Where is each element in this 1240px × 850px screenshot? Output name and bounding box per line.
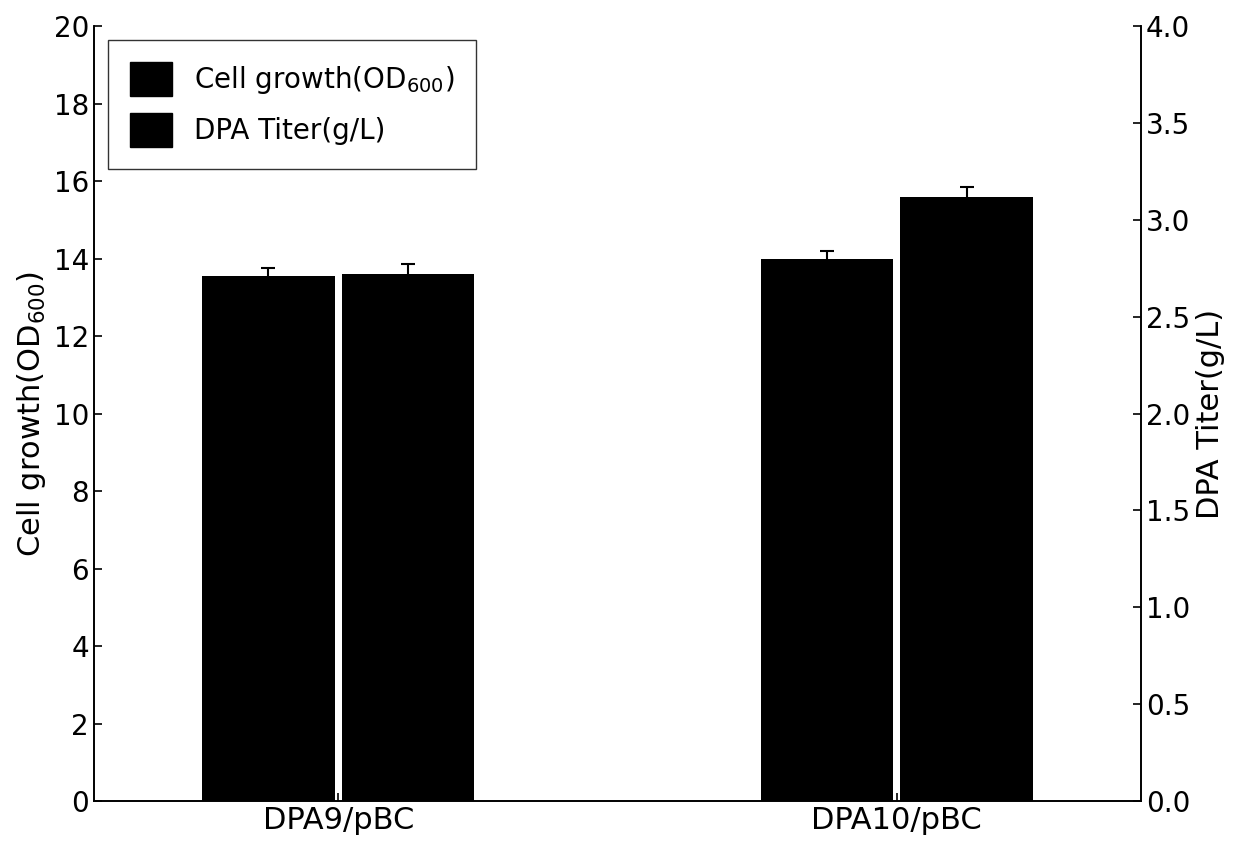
Bar [900,196,1033,802]
Bar [202,276,335,802]
Bar [342,274,475,802]
Legend: Cell growth(OD$_{600}$), DPA Titer(g/L): Cell growth(OD$_{600}$), DPA Titer(g/L) [108,40,476,169]
Y-axis label: DPA Titer(g/L): DPA Titer(g/L) [1197,309,1225,518]
Bar [760,258,893,802]
Y-axis label: Cell growth(OD$_{600}$): Cell growth(OD$_{600}$) [15,270,48,557]
